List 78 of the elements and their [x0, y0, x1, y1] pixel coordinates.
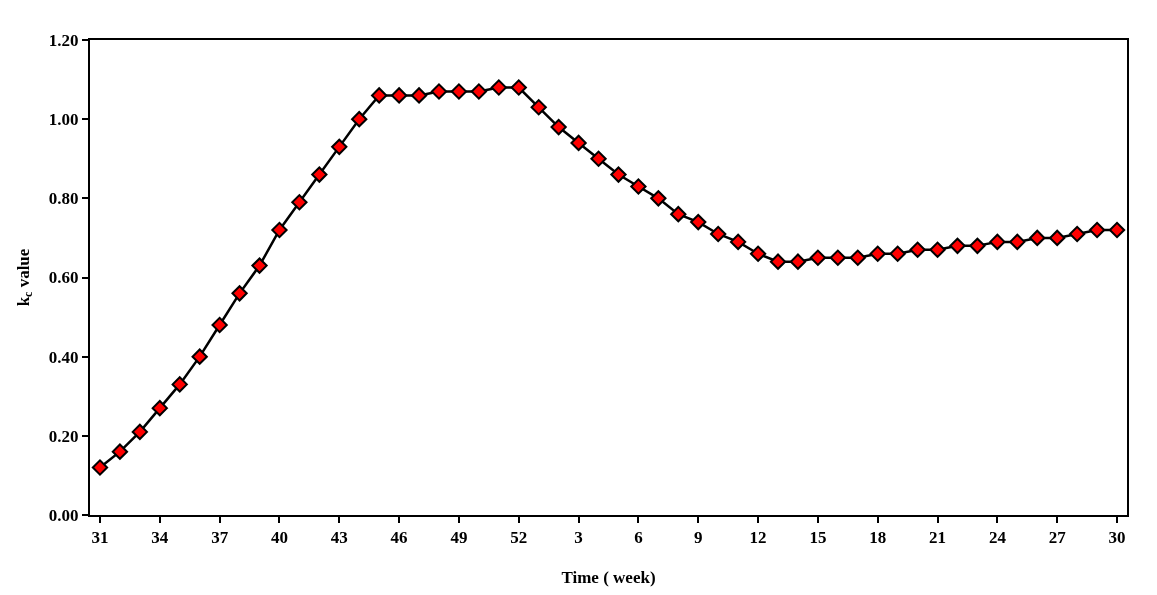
point	[690, 213, 707, 231]
point	[171, 376, 188, 393]
point	[989, 233, 1006, 251]
point	[470, 83, 488, 100]
point	[211, 316, 228, 334]
x-tick-label: 21	[929, 528, 947, 548]
point	[191, 348, 208, 365]
point	[749, 245, 767, 262]
point	[909, 241, 926, 258]
point	[271, 221, 288, 239]
x-tick-label: 18	[869, 528, 887, 548]
x-tick-label: 52	[510, 528, 528, 548]
x-tick-label: 34	[151, 528, 169, 548]
point	[570, 134, 587, 152]
x-tick-label: 43	[330, 528, 348, 548]
point	[131, 423, 149, 441]
point	[769, 253, 787, 270]
point	[929, 241, 946, 258]
x-axis-title: Time ( week)	[561, 568, 656, 588]
point	[231, 285, 248, 302]
point	[1009, 233, 1026, 251]
y-tick-label: 0.80	[48, 189, 79, 209]
point	[969, 237, 986, 254]
x-tick-label: 24	[988, 528, 1007, 548]
point	[1108, 221, 1126, 239]
point	[450, 83, 468, 100]
point	[710, 225, 727, 243]
point	[251, 257, 268, 274]
point	[331, 138, 348, 156]
point	[151, 399, 168, 417]
x-tick-label: 6	[634, 528, 643, 548]
point	[590, 150, 607, 167]
point	[371, 87, 388, 104]
point	[630, 178, 647, 195]
point	[889, 245, 906, 262]
y-tick-label: 1.00	[48, 110, 79, 130]
point	[1088, 221, 1106, 239]
point	[1068, 225, 1086, 243]
x-tick-label: 49	[450, 528, 468, 548]
point	[670, 206, 687, 223]
x-tick-label: 40	[270, 528, 288, 548]
x-tick-label: 46	[390, 528, 408, 548]
point	[351, 111, 368, 128]
point	[1049, 229, 1066, 247]
x-tick-label: 37	[211, 528, 229, 548]
point	[949, 237, 966, 254]
point	[869, 245, 886, 262]
point	[430, 83, 448, 100]
y-tick-label: 0.40	[48, 347, 79, 367]
x-tick-label: 15	[809, 528, 827, 548]
y-tick-label: 0.20	[48, 426, 79, 446]
x-tick-label: 30	[1108, 528, 1126, 548]
point	[91, 459, 109, 476]
x-tick-label: 12	[749, 528, 767, 548]
point	[530, 99, 547, 116]
y-tick-label: 0.00	[48, 505, 79, 525]
x-tick-label: 27	[1048, 528, 1067, 548]
point	[390, 87, 408, 104]
point	[550, 118, 567, 136]
x-tick-label: 9	[693, 528, 703, 548]
point	[809, 249, 827, 266]
point	[610, 166, 627, 183]
point	[291, 194, 308, 211]
y-tick-label: 1.20	[48, 30, 79, 50]
point	[650, 190, 667, 207]
point	[829, 249, 846, 266]
y-tick-label: 0.60	[48, 268, 79, 288]
point	[789, 253, 807, 270]
point	[410, 87, 428, 104]
point	[849, 249, 866, 266]
x-tick-label: 3	[574, 528, 583, 548]
point	[111, 443, 129, 460]
x-tick-label: 31	[91, 528, 109, 548]
point	[311, 166, 328, 183]
point	[729, 233, 747, 251]
point	[510, 79, 527, 96]
point	[1029, 229, 1046, 247]
point	[490, 79, 507, 96]
